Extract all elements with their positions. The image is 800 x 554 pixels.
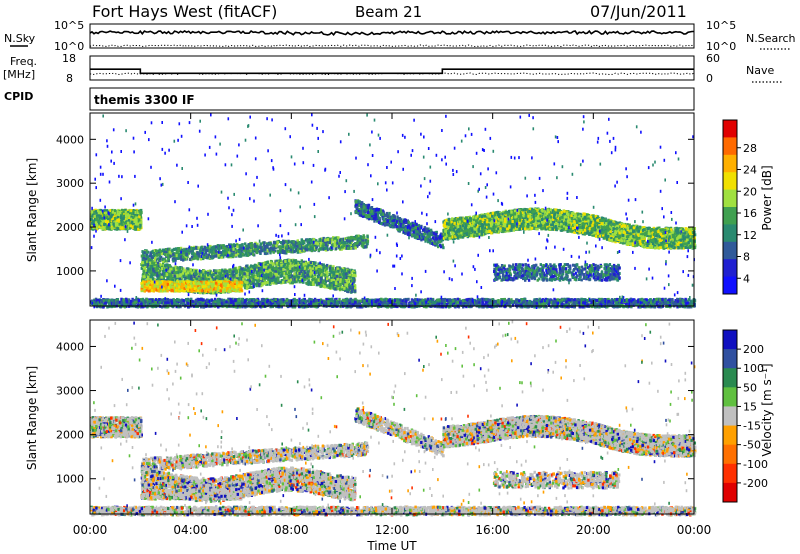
colorbar-tick-label: 15 <box>743 400 757 413</box>
colorbar-swatch <box>723 137 737 155</box>
power-colorbar-label: Power [dB] <box>760 165 774 230</box>
x-tick-label: 00:00 <box>677 523 712 537</box>
x-tick-label: 08:00 <box>274 523 309 537</box>
x-tick-label: 16:00 <box>475 523 510 537</box>
colorbar-tick-label: 16 <box>743 207 757 220</box>
colorbar-swatch <box>723 368 737 388</box>
colorbar-swatch <box>723 224 737 242</box>
colorbar-swatch <box>723 426 737 446</box>
colorbar-swatch <box>723 190 737 208</box>
n-search-trace <box>90 45 694 47</box>
x-tick-label: 20:00 <box>576 523 611 537</box>
colorbar-tick-label: 12 <box>743 229 757 242</box>
colorbar-tick-label: -200 <box>743 477 768 490</box>
colorbar-swatch <box>723 330 737 350</box>
colorbar-swatch <box>723 464 737 484</box>
y-tick-label: 3000 <box>56 385 84 398</box>
cpid-label: CPID <box>4 90 33 103</box>
noise-tick-top-left: 10^5 <box>54 19 84 32</box>
y-tick-label: 4000 <box>56 340 84 353</box>
x-tick-label: 04:00 <box>173 523 208 537</box>
power-heatmap <box>90 113 696 309</box>
x-tick-label: 00:00 <box>73 523 108 537</box>
y-tick-label: 1000 <box>56 473 84 486</box>
colorbar-swatch <box>723 387 737 407</box>
colorbar-tick-label: -50 <box>743 439 761 452</box>
colorbar-tick-label: 50 <box>743 381 757 394</box>
colorbar-swatch <box>723 207 737 225</box>
colorbar-tick-label: -15 <box>743 420 761 433</box>
y-tick-label: 1000 <box>56 265 84 278</box>
velocity-panel: 4000 3000 2000 1000 Slant Range [km] 00:00 0… <box>25 320 774 537</box>
nave-tick-bottom: 0 <box>706 72 713 85</box>
power-y-label: Slant Range [km] <box>25 158 39 262</box>
colorbar-tick-label: 4 <box>743 272 750 285</box>
colorbar-swatch <box>723 483 737 503</box>
cpid-value: themis 3300 IF <box>94 93 195 107</box>
colorbar-tick-label: -100 <box>743 458 768 471</box>
colorbar-tick-label: 28 <box>743 142 757 155</box>
freq-tick-bottom: 8 <box>66 72 73 85</box>
colorbar-swatch <box>723 242 737 260</box>
freq-panel: Freq. [MHz] 18 8 60 0 Nave <box>3 52 782 85</box>
power-panel: 4000 3000 2000 1000 Slant Range [km] 28 24 20… <box>25 113 774 309</box>
beam-title: Beam 21 <box>355 3 422 21</box>
radar-plot: Fort Hays West (fitACF) Beam 21 07/Jun/2… <box>0 0 800 554</box>
colorbar-swatch <box>723 445 737 465</box>
power-colorbar: 28 24 20 16 12 8 4 <box>723 120 757 295</box>
colorbar-swatch <box>723 277 737 295</box>
noise-panel: N.Sky 10^5 10^0 10^5 10^0 N.Search <box>4 19 796 53</box>
colorbar-swatch <box>723 406 737 426</box>
freq-unit-label: [MHz] <box>3 68 35 81</box>
n-search-label: N.Search <box>746 32 796 45</box>
x-tick-label: 12:00 <box>375 523 410 537</box>
n-sky-trace <box>90 31 694 35</box>
colorbar-swatch <box>723 120 737 138</box>
velocity-colorbar-label: Velocity [m s⁻¹] <box>760 363 774 456</box>
colorbar-tick-label: 200 <box>743 343 764 356</box>
colorbar-swatch <box>723 155 737 173</box>
freq-tick-top: 18 <box>62 52 76 65</box>
cpid-row: CPID themis 3300 IF <box>4 88 694 110</box>
velocity-y-label: Slant Range [km] <box>25 366 39 470</box>
colorbar-swatch <box>723 349 737 369</box>
nave-label: Nave <box>746 64 774 77</box>
y-tick-label: 3000 <box>56 177 84 190</box>
colorbar-tick-label: 24 <box>743 164 757 177</box>
colorbar-tick-label: 20 <box>743 185 757 198</box>
colorbar-tick-label: 8 <box>743 251 750 264</box>
y-tick-label: 4000 <box>56 133 84 146</box>
freq-label: Freq. <box>10 55 37 68</box>
n-sky-label: N.Sky <box>4 32 36 45</box>
station-title: Fort Hays West (fitACF) <box>92 2 277 21</box>
noise-tick-top-right: 10^5 <box>706 19 736 32</box>
x-axis-label: Time UT <box>366 539 417 553</box>
colorbar-swatch <box>723 259 737 277</box>
date-title: 07/Jun/2011 <box>590 2 687 21</box>
velocity-heatmap <box>90 320 696 516</box>
y-tick-label: 2000 <box>56 221 84 234</box>
colorbar-swatch <box>723 172 737 190</box>
nave-tick-top: 60 <box>706 52 720 65</box>
y-tick-label: 2000 <box>56 429 84 442</box>
